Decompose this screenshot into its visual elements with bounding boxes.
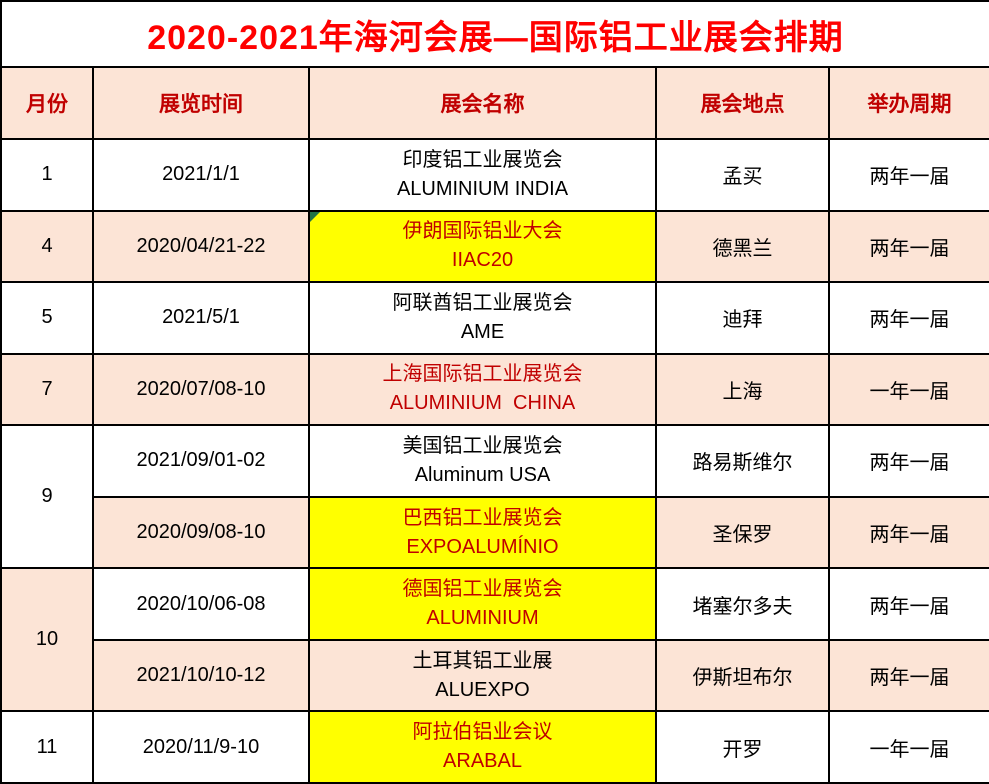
location-cell: 开罗 [655, 710, 830, 784]
exhibition-name-cn: 阿联酋铝工业展览会 [392, 291, 573, 314]
cycle-cell: 两年一届 [827, 424, 989, 498]
exhibition-name-en: ALUMINIUM INDIA [396, 177, 569, 200]
location-cell: 德黑兰 [655, 209, 830, 284]
month-cell: 10 [0, 567, 94, 713]
cycle-cell: 一年一届 [827, 352, 989, 427]
exhibition-name-en: ALUMINIUM [426, 607, 539, 630]
table-row: 4 2020/04/21-22 伊朗国际铝业大会 IIAC20 德黑兰 两年一届 [0, 209, 989, 284]
table-row: 2020/09/08-10 巴西铝工业展览会 EXPOALUMÍNIO 圣保罗 两年一届 [1, 495, 989, 570]
exhibition-name-cn: 上海国际铝工业展览会 [382, 363, 583, 386]
column-header-3: 展会名称 [308, 66, 657, 140]
location-cell: 上海 [655, 352, 830, 427]
location-cell: 伊斯坦布尔 [655, 638, 830, 713]
month-cell: 4 [0, 209, 94, 284]
title-row: 2020-2021年海河会展—国际铝工业展会排期 [0, 0, 989, 68]
table-row: 9 2021/09/01-02 美国铝工业展览会 Aluminum USA 路易斯维尔两… [0, 424, 989, 570]
table-row: 5 2021/5/1 阿联酋铝工业展览会 AME 迪拜 两年一届 [0, 281, 989, 355]
exhibition-name-cell: 印度铝工业展览会 ALUMINIUM INDIA [308, 138, 657, 212]
location-cell: 堵塞尔多夫 [655, 567, 830, 641]
location-cell: 迪拜 [655, 281, 830, 355]
exhibition-date-cell: 2021/09/01-02 [92, 424, 310, 498]
cycle-cell: 两年一届 [827, 567, 989, 641]
column-header-2: 展览时间 [92, 66, 310, 140]
exhibition-name-cell: 上海国际铝工业展览会 ALUMINIUM CHINA [308, 352, 657, 427]
excel-corner-indicator-icon [311, 212, 320, 222]
column-header-1: 月份 [0, 66, 94, 140]
exhibition-date-cell: 2020/04/21-22 [92, 209, 310, 284]
exhibition-name-cn: 土耳其铝工业展 [412, 649, 553, 672]
month-cell: 9 [0, 424, 94, 570]
exhibition-name-cell: 德国铝工业展览会 ALUMINIUM [308, 567, 657, 641]
month-cell: 11 [0, 710, 94, 784]
exhibition-date-cell: 2020/07/08-10 [92, 352, 310, 427]
table-row: 11 2020/11/9-10 阿拉伯铝业会议 ARABAL 开罗 一年一届 [0, 710, 989, 784]
table-header-row: 月份 展览时间 展会名称 展会地点 举办周期 [0, 66, 989, 140]
exhibition-name-en: EXPOALUMÍNIO [406, 535, 559, 558]
exhibition-name-en: ALUEXPO [435, 678, 530, 701]
exhibition-name-cn: 德国铝工业展览会 [402, 578, 563, 601]
exhibition-date-cell: 2020/10/06-08 [92, 567, 310, 641]
table-row: 7 2020/07/08-10 上海国际铝工业展览会 ALUMINIUM CHINA 上… [0, 352, 989, 427]
exhibition-name-cn: 印度铝工业展览会 [402, 148, 563, 171]
column-header-4: 展会地点 [655, 66, 830, 140]
exhibition-name-cell: 阿联酋铝工业展览会 AME [308, 281, 657, 355]
page-title: 2020-2021年海河会展—国际铝工业展会排期 [0, 0, 989, 68]
cycle-cell: 两年一届 [827, 281, 989, 355]
exhibition-name-en: Aluminum USA [414, 463, 551, 486]
exhibition-name-en: IIAC20 [451, 249, 514, 272]
table-row: 10 2020/10/06-08 德国铝工业展览会 ALUMINIUM 堵塞尔多夫 两年一… [0, 567, 989, 713]
exhibition-date-cell: 2021/5/1 [92, 281, 310, 355]
exhibition-name-cell: 土耳其铝工业展 ALUEXPO [308, 638, 657, 713]
month-cell: 7 [0, 352, 94, 427]
cycle-cell: 两年一届 [827, 209, 989, 284]
column-header-5: 举办周期 [827, 66, 989, 140]
cycle-cell: 一年一届 [827, 710, 989, 784]
exhibition-name-cell: 阿拉伯铝业会议 ARABAL [308, 710, 657, 784]
exhibition-name-cn: 巴西铝工业展览会 [402, 506, 563, 529]
cycle-cell: 两年一届 [827, 495, 989, 570]
exhibition-name-en: AME [460, 320, 505, 343]
exhibition-name-cn: 伊朗国际铝业大会 [402, 220, 563, 243]
exhibition-name-cell: 巴西铝工业展览会 EXPOALUMÍNIO [308, 495, 657, 570]
location-cell: 圣保罗 [655, 495, 830, 570]
cycle-cell: 两年一届 [827, 638, 989, 713]
location-cell: 孟买 [655, 138, 830, 212]
exhibition-name-cell: 伊朗国际铝业大会 IIAC20 [308, 209, 657, 284]
location-cell: 路易斯维尔 [655, 424, 830, 498]
month-cell: 1 [0, 138, 94, 212]
exhibition-name-cn: 美国铝工业展览会 [402, 434, 563, 457]
exhibition-name-cell: 美国铝工业展览会 Aluminum USA [308, 424, 657, 498]
exhibition-name-cn: 阿拉伯铝业会议 [412, 721, 553, 744]
month-cell: 5 [0, 281, 94, 355]
exhibition-date-cell: 2020/09/08-10 [92, 495, 310, 570]
exhibition-name-en: ALUMINIUM CHINA [389, 392, 576, 415]
exhibition-date-cell: 2021/10/10-12 [92, 638, 310, 713]
table-row: 1 2021/1/1 印度铝工业展览会 ALUMINIUM INDIA 孟买 两年一届 [0, 138, 989, 212]
exhibition-date-cell: 2020/11/9-10 [92, 710, 310, 784]
exhibition-name-en: ARABAL [443, 750, 522, 773]
exhibition-date-cell: 2021/1/1 [92, 138, 310, 212]
table-row: 2021/10/10-12 土耳其铝工业展 ALUEXPO 伊斯坦布尔 两年一届 [1, 638, 989, 713]
cycle-cell: 两年一届 [827, 138, 989, 212]
